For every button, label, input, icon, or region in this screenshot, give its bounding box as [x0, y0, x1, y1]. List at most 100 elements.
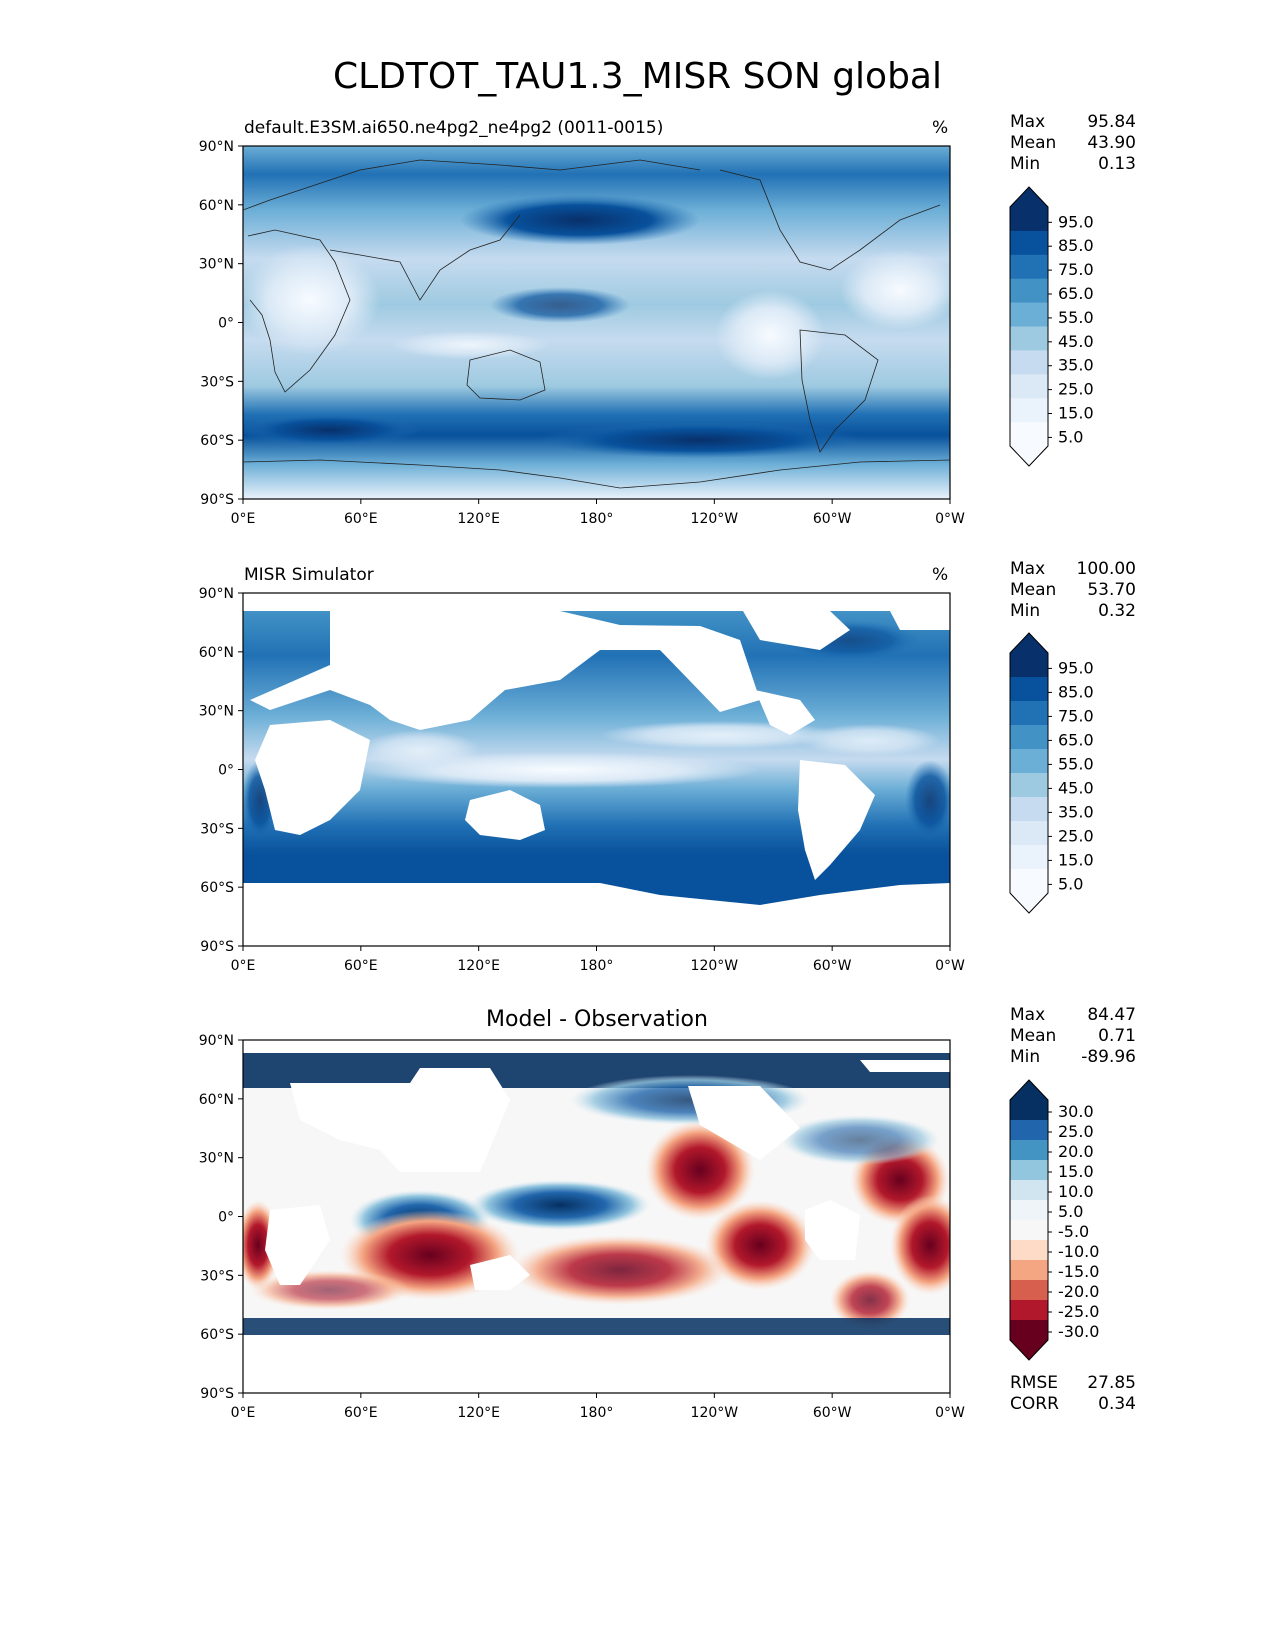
- coastline: [247, 229, 351, 393]
- colorbar-segment: [1010, 1120, 1048, 1141]
- colorbar-label: -20.0: [1058, 1282, 1099, 1301]
- colorbar-extend-top: [1010, 187, 1048, 207]
- colorbar-segment: [1010, 773, 1048, 798]
- lat-tick-label: 90°S: [200, 1386, 234, 1402]
- colorbar-label: 35.0: [1058, 356, 1094, 375]
- colorbar-label: 85.0: [1058, 236, 1094, 255]
- colorbar-label: 75.0: [1058, 260, 1094, 279]
- colorbar-segment: [1010, 1280, 1048, 1301]
- colorbar-segment: [1010, 797, 1048, 822]
- colorbar-segment: [1010, 1100, 1048, 1121]
- colorbar-segment: [1010, 254, 1048, 280]
- colorbar-label: -25.0: [1058, 1302, 1099, 1321]
- lat-tick-label: 90°S: [200, 939, 234, 955]
- lon-tick-label: 0°E: [231, 511, 256, 527]
- lat-tick-label: 30°N: [199, 1151, 234, 1167]
- lon-tick-label: 120°W: [691, 1405, 739, 1421]
- map-axes: 90°N 60°N 30°N 0° 30°S 60°S 90°S 0°E 60°E 120°E 18…: [199, 139, 965, 1421]
- lon-tick-label: 60°E: [344, 511, 378, 527]
- colorbar-label: 5.0: [1058, 1202, 1083, 1221]
- colorbar-segment: [1010, 230, 1048, 256]
- diff-stats: Max 84.47 Mean 0.71 Min -89.96: [1010, 1005, 1136, 1067]
- colorbar-outline: [1009, 186, 1049, 467]
- lon-tick-label: 60°W: [813, 1405, 852, 1421]
- colorbar-segment: [1010, 1140, 1048, 1161]
- colorbar-label: 55.0: [1058, 754, 1094, 773]
- lat-tick-label: 30°S: [200, 821, 234, 837]
- colorbar-segment: [1010, 1200, 1048, 1221]
- colorbar-label: 20.0: [1058, 1142, 1094, 1161]
- coastline: [329, 214, 521, 301]
- colorbar-label: -5.0: [1058, 1222, 1089, 1241]
- coastline-group: [243, 159, 950, 489]
- lat-tick-label: 60°N: [199, 645, 234, 661]
- colorbar-extend-bottom: [1010, 1340, 1048, 1360]
- model-panel-title: default.E3SM.ai650.ne4pg2_ne4pg2 (0011-0…: [244, 118, 664, 138]
- obs-panel-title: MISR Simulator: [244, 565, 374, 585]
- colorbar-label: 75.0: [1058, 706, 1094, 725]
- colorbar-label: 5.0: [1058, 874, 1083, 893]
- colorbar-label: 85.0: [1058, 682, 1094, 701]
- colorbar-segment: [1010, 821, 1048, 846]
- figure-title: CLDTOT_TAU1.3_MISR SON global: [333, 56, 942, 97]
- coastline: [799, 329, 879, 453]
- lon-tick-label: 0°E: [231, 1405, 256, 1421]
- colorbar-segment: [1010, 207, 1048, 232]
- colorbar-segment: [1010, 350, 1048, 375]
- model-colorbar: 95.0 85.0 75.0 65.0 55.0 45.0 35.0 25.0 15.0 5.0: [1009, 186, 1094, 467]
- model-panel-unit: %: [932, 118, 949, 138]
- lon-tick-label: 0°E: [231, 958, 256, 974]
- colorbar-segment: [1010, 1160, 1048, 1181]
- colorbar-segment: [1010, 1240, 1048, 1261]
- colorbar-segment: [1010, 422, 1048, 447]
- colorbar-label: 65.0: [1058, 284, 1094, 303]
- lon-tick-label: 180°: [580, 1405, 614, 1421]
- colorbar-segment: [1010, 845, 1048, 870]
- lon-tick-label: 180°: [580, 958, 614, 974]
- lon-tick-label: 120°E: [457, 958, 500, 974]
- coastline: [243, 459, 950, 489]
- colorbar-label: 45.0: [1058, 332, 1094, 351]
- colorbar-label: 15.0: [1058, 850, 1094, 869]
- lat-tick-label: 90°N: [199, 1033, 234, 1049]
- colorbar-segment: [1010, 749, 1048, 774]
- lon-tick-label: 60°E: [344, 1405, 378, 1421]
- colorbar-label: -10.0: [1058, 1242, 1099, 1261]
- lat-tick-label: 30°N: [199, 704, 234, 720]
- colorbar-outline: [1009, 632, 1049, 914]
- colorbar-segment: [1010, 302, 1048, 327]
- lat-tick-label: 60°N: [199, 1092, 234, 1108]
- lon-tick-label: 120°W: [691, 511, 739, 527]
- obs-stats: Max 100.00 Mean 53.70 Min 0.32: [1010, 559, 1136, 621]
- model-stats: Max 95.84 Mean 43.90 Min 0.13: [1010, 112, 1136, 174]
- lat-tick-label: 30°S: [200, 374, 234, 390]
- colorbar-segment: [1010, 677, 1048, 702]
- colorbar-label: 25.0: [1058, 380, 1094, 399]
- colorbar-label: 5.0: [1058, 427, 1083, 446]
- colorbar-segment: [1010, 1260, 1048, 1281]
- colorbar-label: 15.0: [1058, 404, 1094, 423]
- colorbar-extend-bottom: [1010, 893, 1048, 913]
- colorbars: 95.085.075.065.055.045.035.025.015.05.09…: [1009, 186, 1099, 1361]
- colorbar-label: 10.0: [1058, 1182, 1094, 1201]
- lat-tick-label: 60°S: [200, 1327, 234, 1343]
- colorbar-segment: [1010, 869, 1048, 894]
- colorbar-outline: [1009, 1079, 1049, 1361]
- lat-tick-label: 0°: [218, 763, 234, 779]
- colorbar-label: 25.0: [1058, 826, 1094, 845]
- obs-panel-unit: %: [932, 565, 949, 585]
- lat-tick-label: 90°S: [200, 492, 234, 508]
- coastline: [243, 159, 701, 211]
- lat-tick-label: 30°N: [199, 257, 234, 273]
- diff-panel-title: Model - Observation: [486, 1007, 708, 1032]
- colorbar-segment: [1010, 725, 1048, 750]
- lon-tick-label: 0°W: [935, 1405, 965, 1421]
- colorbar-segment: [1010, 1320, 1048, 1341]
- lon-tick-label: 60°W: [813, 958, 852, 974]
- lon-tick-label: 60°W: [813, 511, 852, 527]
- lon-tick-label: 120°E: [457, 1405, 500, 1421]
- colorbar-label: 25.0: [1058, 1122, 1094, 1141]
- lon-tick-label: 120°E: [457, 511, 500, 527]
- colorbar-segment: [1010, 374, 1048, 399]
- lat-tick-label: 0°: [218, 316, 234, 332]
